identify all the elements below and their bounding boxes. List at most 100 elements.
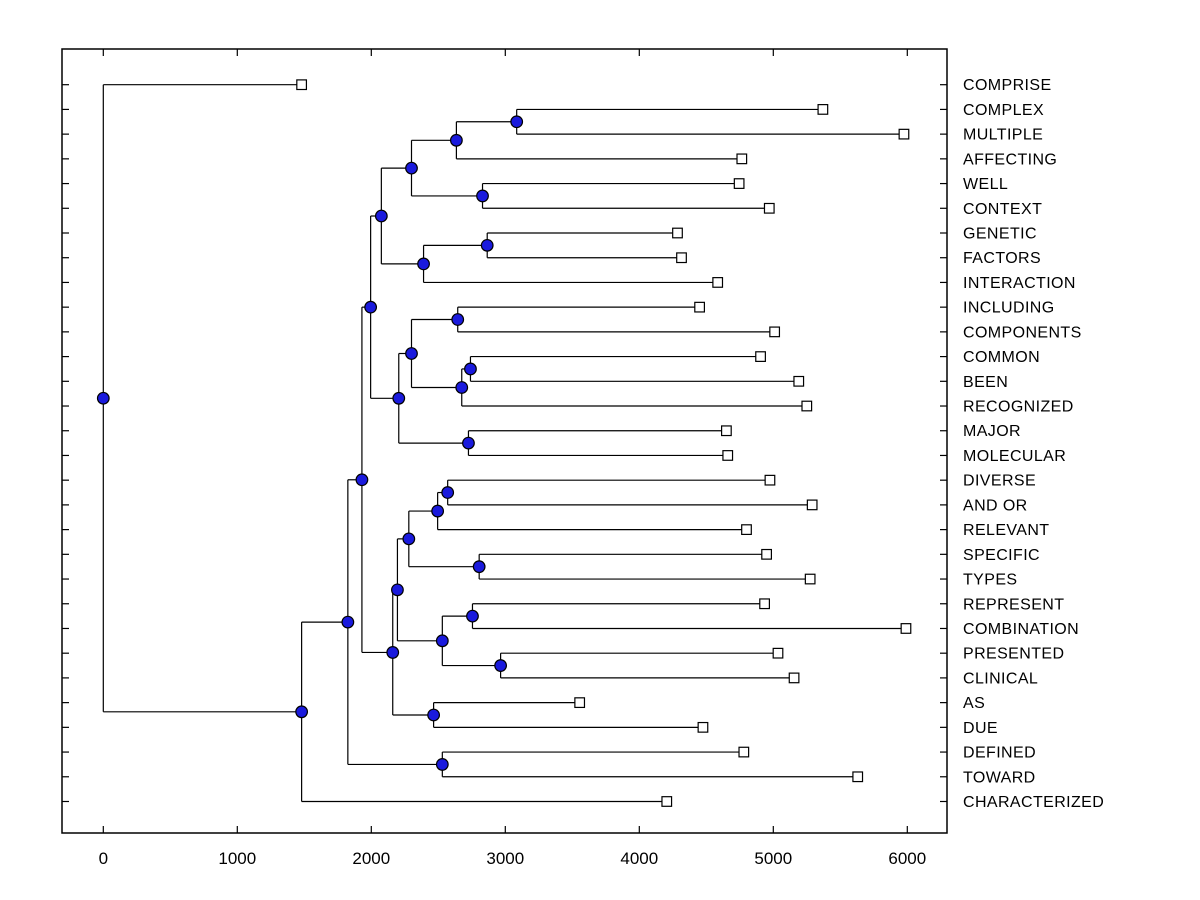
leaf-label: DUE	[963, 720, 998, 737]
x-tick-label: 1000	[218, 849, 256, 868]
markers-group	[96, 79, 912, 807]
internal-node-marker	[364, 300, 378, 314]
leaf-node-marker	[801, 400, 813, 412]
internal-node-marker	[462, 436, 475, 450]
internal-node-marker	[405, 347, 418, 360]
leaf-label: INTERACTION	[963, 275, 1076, 292]
internal-node-marker	[295, 705, 309, 719]
internal-node-marker	[435, 634, 449, 648]
leaf-label: GENETIC	[963, 226, 1037, 243]
internal-node-marker	[96, 391, 110, 405]
internal-node-marker	[510, 115, 524, 129]
axis-group	[61, 48, 948, 834]
leaf-label: FACTORS	[963, 250, 1041, 267]
leaf-node-marker	[763, 202, 775, 214]
x-tick-label: 0	[99, 849, 108, 868]
internal-node-marker	[391, 583, 404, 597]
internal-node-marker	[427, 708, 441, 722]
internal-node-marker	[449, 133, 463, 147]
x-tick-label: 4000	[620, 849, 658, 868]
leaf-label: WELL	[963, 176, 1008, 193]
leaf-label: COMPONENTS	[963, 324, 1082, 341]
x-tick-label: 3000	[486, 849, 524, 868]
leaf-label: CHARACTERIZED	[963, 794, 1104, 811]
leaf-node-marker	[574, 697, 586, 709]
leaf-node-marker	[764, 474, 776, 486]
leaf-node-marker	[755, 351, 766, 362]
internal-node-marker	[386, 646, 400, 659]
leaf-label: MULTIPLE	[963, 127, 1043, 144]
internal-node-marker	[435, 758, 449, 771]
leaf-label: AND OR	[963, 497, 1028, 514]
internal-node-marker	[476, 189, 489, 203]
leaf-node-marker	[804, 573, 816, 585]
leaf-label: CLINICAL	[963, 670, 1038, 687]
leaf-label: COMMON	[963, 349, 1040, 366]
internal-node-marker	[455, 381, 469, 394]
x-tick-label: 5000	[754, 849, 792, 868]
leaf-node-marker	[712, 277, 724, 288]
leaf-node-marker	[694, 301, 705, 313]
leaf-label: COMPRISE	[963, 77, 1052, 94]
leaf-node-marker	[672, 227, 683, 239]
internal-node-marker	[405, 161, 418, 175]
internal-node-marker	[466, 609, 479, 623]
leaf-node-marker	[738, 746, 750, 758]
internal-node-marker	[431, 504, 445, 518]
leaf-label: BEEN	[963, 374, 1008, 391]
leaf-label: COMPLEX	[963, 102, 1044, 119]
leaf-label: AS	[963, 695, 985, 712]
leaf-node-marker	[736, 153, 748, 165]
internal-node-marker	[480, 238, 494, 252]
leaf-node-marker	[676, 252, 687, 264]
leaf-node-marker	[852, 771, 864, 783]
leaf-label: CONTEXT	[963, 201, 1042, 218]
leaf-node-marker	[720, 425, 732, 437]
x-tick-label: 2000	[352, 849, 390, 868]
leaf-node-marker	[741, 524, 752, 536]
leaf-label: RELEVANT	[963, 522, 1049, 539]
leaf-label: MOLECULAR	[963, 448, 1066, 465]
internal-node-marker	[472, 560, 486, 574]
leaf-label: TOWARD	[963, 769, 1036, 786]
leaf-label: TYPES	[963, 572, 1017, 589]
internal-node-marker	[494, 659, 508, 672]
internal-node-marker	[441, 486, 455, 499]
leaf-node-marker	[722, 450, 734, 461]
internal-node-marker	[402, 532, 416, 546]
leaf-node-marker	[697, 721, 709, 733]
leaf-node-marker	[806, 499, 818, 511]
internal-node-marker	[392, 391, 406, 405]
leaf-node-marker	[761, 548, 772, 560]
internal-node-marker	[464, 362, 477, 376]
leaf-node-marker	[898, 128, 910, 140]
leaf-node-marker	[661, 796, 673, 807]
leaf-node-marker	[296, 79, 308, 91]
leaf-label: AFFECTING	[963, 151, 1057, 168]
leaf-label: INCLUDING	[963, 300, 1055, 317]
labels-group: 0 1000 2000 3000 4000 5000 6000 COMPRISE COMPLEX…	[99, 77, 1104, 868]
leaf-label: DEFINED	[963, 745, 1036, 762]
leaf-label: COMBINATION	[963, 621, 1079, 638]
x-tick-label: 6000	[888, 849, 926, 868]
leaf-label: SPECIFIC	[963, 547, 1040, 564]
leaf-node-marker	[772, 647, 784, 659]
internal-node-marker	[374, 209, 388, 223]
tree-branches-group	[102, 84, 906, 803]
leaf-node-marker	[769, 326, 781, 338]
leaf-label: DIVERSE	[963, 473, 1036, 490]
leaf-node-marker	[793, 375, 805, 387]
internal-node-marker	[341, 615, 355, 629]
leaf-node-marker	[759, 598, 770, 610]
leaf-label: REPRESENT	[963, 596, 1064, 613]
leaf-node-marker	[733, 178, 745, 189]
internal-node-marker	[451, 313, 465, 326]
leaf-node-marker	[788, 672, 800, 684]
axis-box	[61, 48, 948, 834]
internal-node-marker	[417, 257, 430, 271]
leaf-label: MAJOR	[963, 423, 1021, 440]
internal-node-marker	[355, 473, 369, 487]
leaf-node-marker	[817, 104, 829, 115]
